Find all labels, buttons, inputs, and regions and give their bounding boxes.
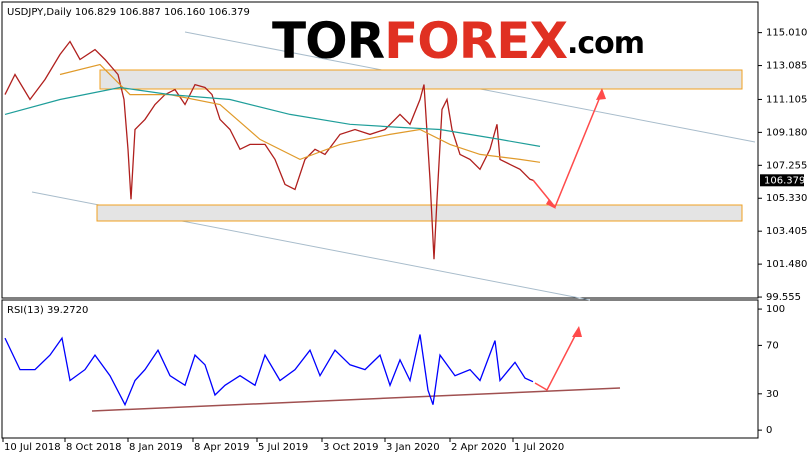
price-marker xyxy=(760,174,804,187)
y-tick-label: 103.405 xyxy=(766,226,807,237)
logo-part: TOR xyxy=(272,12,385,70)
arrow-head xyxy=(596,88,606,100)
y-tick-label: 70 xyxy=(766,340,779,351)
plots: USDJPY,Daily 106.829 106.887 106.160 106… xyxy=(2,7,807,453)
rsi-forecast-arrow xyxy=(534,329,579,392)
x-tick-label: 1 Jul 2020 xyxy=(514,442,564,453)
y-tick-label: 115.010 xyxy=(766,28,807,39)
x-tick-label: 8 Oct 2018 xyxy=(66,442,121,453)
y-tick-label: 109.180 xyxy=(766,127,807,138)
logo-part: FOREX xyxy=(384,12,567,70)
series-line xyxy=(4,86,541,147)
y-tick-label: 101.480 xyxy=(766,259,807,270)
logo: TORFOREX.com xyxy=(272,12,644,70)
y-tick-label: 107.255 xyxy=(766,160,807,171)
forecast-arrow xyxy=(532,91,603,209)
series-line xyxy=(4,334,534,407)
x-tick-label: 3 Jan 2020 xyxy=(386,442,440,453)
y-tick-label: 99.555 xyxy=(766,292,801,303)
price-panel xyxy=(1,1,759,299)
series-line xyxy=(59,63,541,163)
rsi-trend-line xyxy=(91,387,621,412)
y-tick-label: 0 xyxy=(766,425,772,436)
y-tick-label: 105.330 xyxy=(766,193,807,204)
arrow-head xyxy=(572,326,582,337)
x-tick-label: 8 Apr 2019 xyxy=(194,442,249,453)
y-tick-label: 113.085 xyxy=(766,61,807,72)
x-tick-label: 3 Oct 2019 xyxy=(323,442,378,453)
logo-part: .com xyxy=(567,26,644,61)
y-tick-label: 100 xyxy=(766,304,785,315)
price-label: 106.379 xyxy=(764,175,805,186)
y-tick-label: 111.105 xyxy=(766,94,807,105)
panel-title: USDJPY,Daily 106.829 106.887 106.160 106… xyxy=(7,7,250,18)
y-tick-label: 30 xyxy=(766,389,779,400)
arrow-head xyxy=(546,199,556,209)
panel-title: RSI(13) 39.2720 xyxy=(7,305,88,316)
resistance-zone xyxy=(99,69,743,90)
support-zone xyxy=(96,204,743,222)
series-line xyxy=(4,40,534,260)
x-tick-label: 5 Jul 2019 xyxy=(258,442,308,453)
rsi-panel xyxy=(1,299,759,439)
x-tick-label: 8 Jan 2019 xyxy=(129,442,183,453)
x-tick-label: 10 Jul 2018 xyxy=(4,442,61,453)
x-tick-label: 2 Apr 2020 xyxy=(451,442,506,453)
